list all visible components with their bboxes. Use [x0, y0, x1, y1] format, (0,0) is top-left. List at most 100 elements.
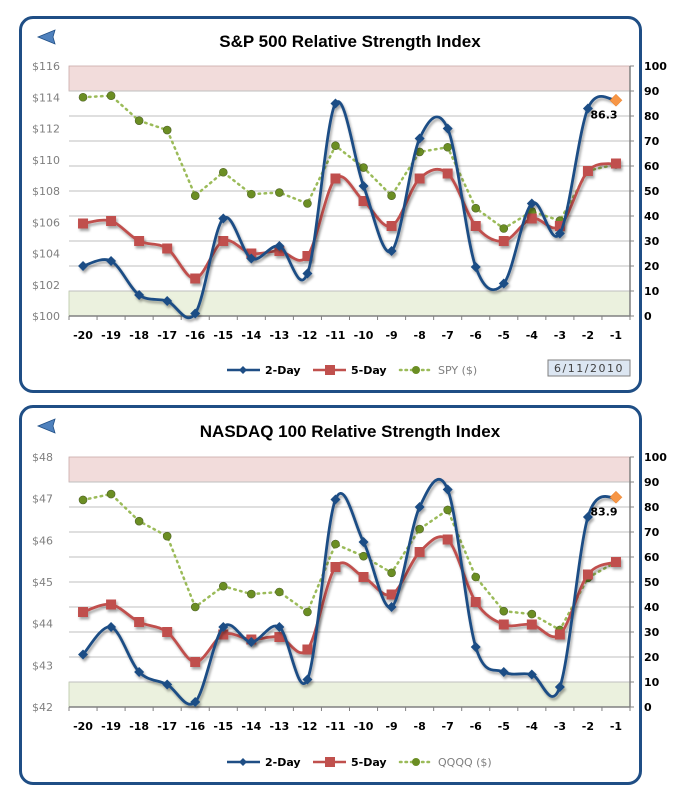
overbought-band [68, 65, 631, 92]
left-axis-tick-label: $116 [32, 60, 60, 73]
right-axis-tick-label: 10 [644, 285, 660, 298]
price-series [78, 489, 621, 635]
x-axis-tick-label: -3 [554, 720, 566, 733]
x-axis-tick-label: -17 [157, 720, 177, 733]
x-axis-tick-label: -14 [241, 329, 261, 342]
right-axis-tick-label: 20 [644, 651, 660, 664]
price-point [443, 505, 452, 515]
two-day-point [442, 123, 453, 134]
two-day-point [78, 649, 89, 660]
x-axis-tick-label: -1 [610, 329, 622, 342]
five-day-line [82, 535, 617, 664]
two-day-point [414, 133, 425, 144]
left-axis-tick-label: $108 [32, 185, 60, 198]
five-day-point [470, 221, 481, 231]
x-axis-tick-label: -10 [354, 720, 374, 733]
two-day-point [358, 537, 369, 547]
two-day-point [302, 674, 313, 685]
x-axis-tick-label: -14 [241, 720, 261, 733]
two-day-point [442, 484, 453, 495]
five-day-point [554, 221, 565, 231]
legend-item-price: QQQQ ($) [398, 756, 492, 769]
x-axis-tick-label: -19 [101, 329, 121, 342]
two-day-point [526, 198, 537, 209]
price-point [331, 539, 340, 549]
x-axis-tick-label: -20 [73, 329, 93, 342]
two-day-point [582, 103, 593, 114]
two-day-point [190, 697, 201, 707]
x-axis-tick-label: -7 [442, 329, 454, 342]
left-axis-tick-label: $48 [32, 451, 53, 464]
five-day-point [134, 236, 145, 246]
two-day-point [246, 637, 257, 647]
x-axis-tick-label: -5 [498, 329, 510, 342]
price-point [275, 188, 284, 197]
price-series [78, 91, 621, 233]
x-axis-tick-label: -16 [185, 329, 205, 342]
price-point [499, 224, 509, 233]
x-axis-tick-label: -5 [498, 720, 510, 733]
two-day-point [302, 268, 313, 279]
chart-root: S&P 500 Relative Strength Index 0 10 20 30 40… [32, 29, 667, 377]
legend-item-price: SPY ($) [398, 364, 477, 377]
back-arrow-icon[interactable] [36, 29, 56, 45]
price-point [78, 92, 88, 102]
back-arrow-icon[interactable] [36, 418, 56, 434]
price-point [359, 163, 368, 172]
nasdaq100-rsi-chart-panel: NASDAQ 100 Relative Strength Index 0 10 20 3… [19, 405, 667, 785]
two-day-point [78, 261, 89, 271]
left-axis-tick-label: $46 [32, 534, 53, 547]
price-point [415, 524, 424, 534]
right-axis-tick-label: 20 [644, 260, 660, 273]
two-day-point [554, 228, 565, 239]
five-day-point [470, 597, 481, 607]
five-day-point [610, 158, 621, 169]
left-axis-tick-label: $45 [32, 576, 53, 589]
right-axis-tick-label: 100 [644, 60, 667, 73]
right-axis-tick-label: 0 [644, 310, 652, 323]
date-label: 6/11/2010 [554, 362, 624, 375]
left-axis-tick-label: $106 [32, 216, 60, 229]
oversold-band [68, 290, 631, 317]
price-point [190, 191, 200, 200]
x-axis-tick-label: -2 [582, 329, 594, 342]
x-axis-tick-label: -2 [582, 720, 594, 733]
two-day-point [582, 512, 593, 522]
five-day-point [218, 236, 229, 246]
overbought-band [68, 456, 631, 483]
five-day-point [498, 236, 509, 246]
sp500-rsi-chart-panel: S&P 500 Relative Strength Index 0 10 20 30 40… [19, 16, 667, 393]
price-point [218, 167, 228, 177]
two-day-line [81, 477, 617, 706]
five-day-point [582, 166, 593, 176]
left-axis-tick-label: $42 [32, 701, 53, 714]
x-axis-tick-label: -8 [414, 720, 426, 733]
two-day-point [330, 98, 341, 109]
two-day-point [106, 256, 117, 266]
two-day-point [134, 667, 145, 677]
five-day-point [386, 589, 397, 600]
two-day-point [526, 669, 537, 680]
right-axis-tick-label: 60 [644, 551, 660, 564]
price-point [471, 572, 481, 582]
five-day-point [162, 627, 173, 637]
five-day-series [78, 534, 621, 667]
price-point [78, 495, 88, 505]
legend-item-five-day: 5-Day [313, 364, 387, 377]
five-day-point [442, 168, 453, 179]
five-day-point [582, 569, 593, 580]
price-point [134, 116, 144, 125]
price-point [527, 609, 537, 619]
two-day-point [554, 682, 565, 692]
price-point [247, 189, 256, 199]
two-day-point [274, 622, 285, 632]
two-day-series [78, 95, 617, 320]
five-day-point [190, 273, 201, 284]
two-day-point [218, 622, 229, 632]
five-day-point [134, 617, 145, 627]
x-axis-tick-label: -4 [526, 329, 539, 342]
price-point [162, 531, 172, 541]
two-day-point [470, 642, 481, 652]
x-axis-tick-label: -16 [185, 720, 205, 733]
left-axis-tick-label: $47 [32, 493, 53, 506]
